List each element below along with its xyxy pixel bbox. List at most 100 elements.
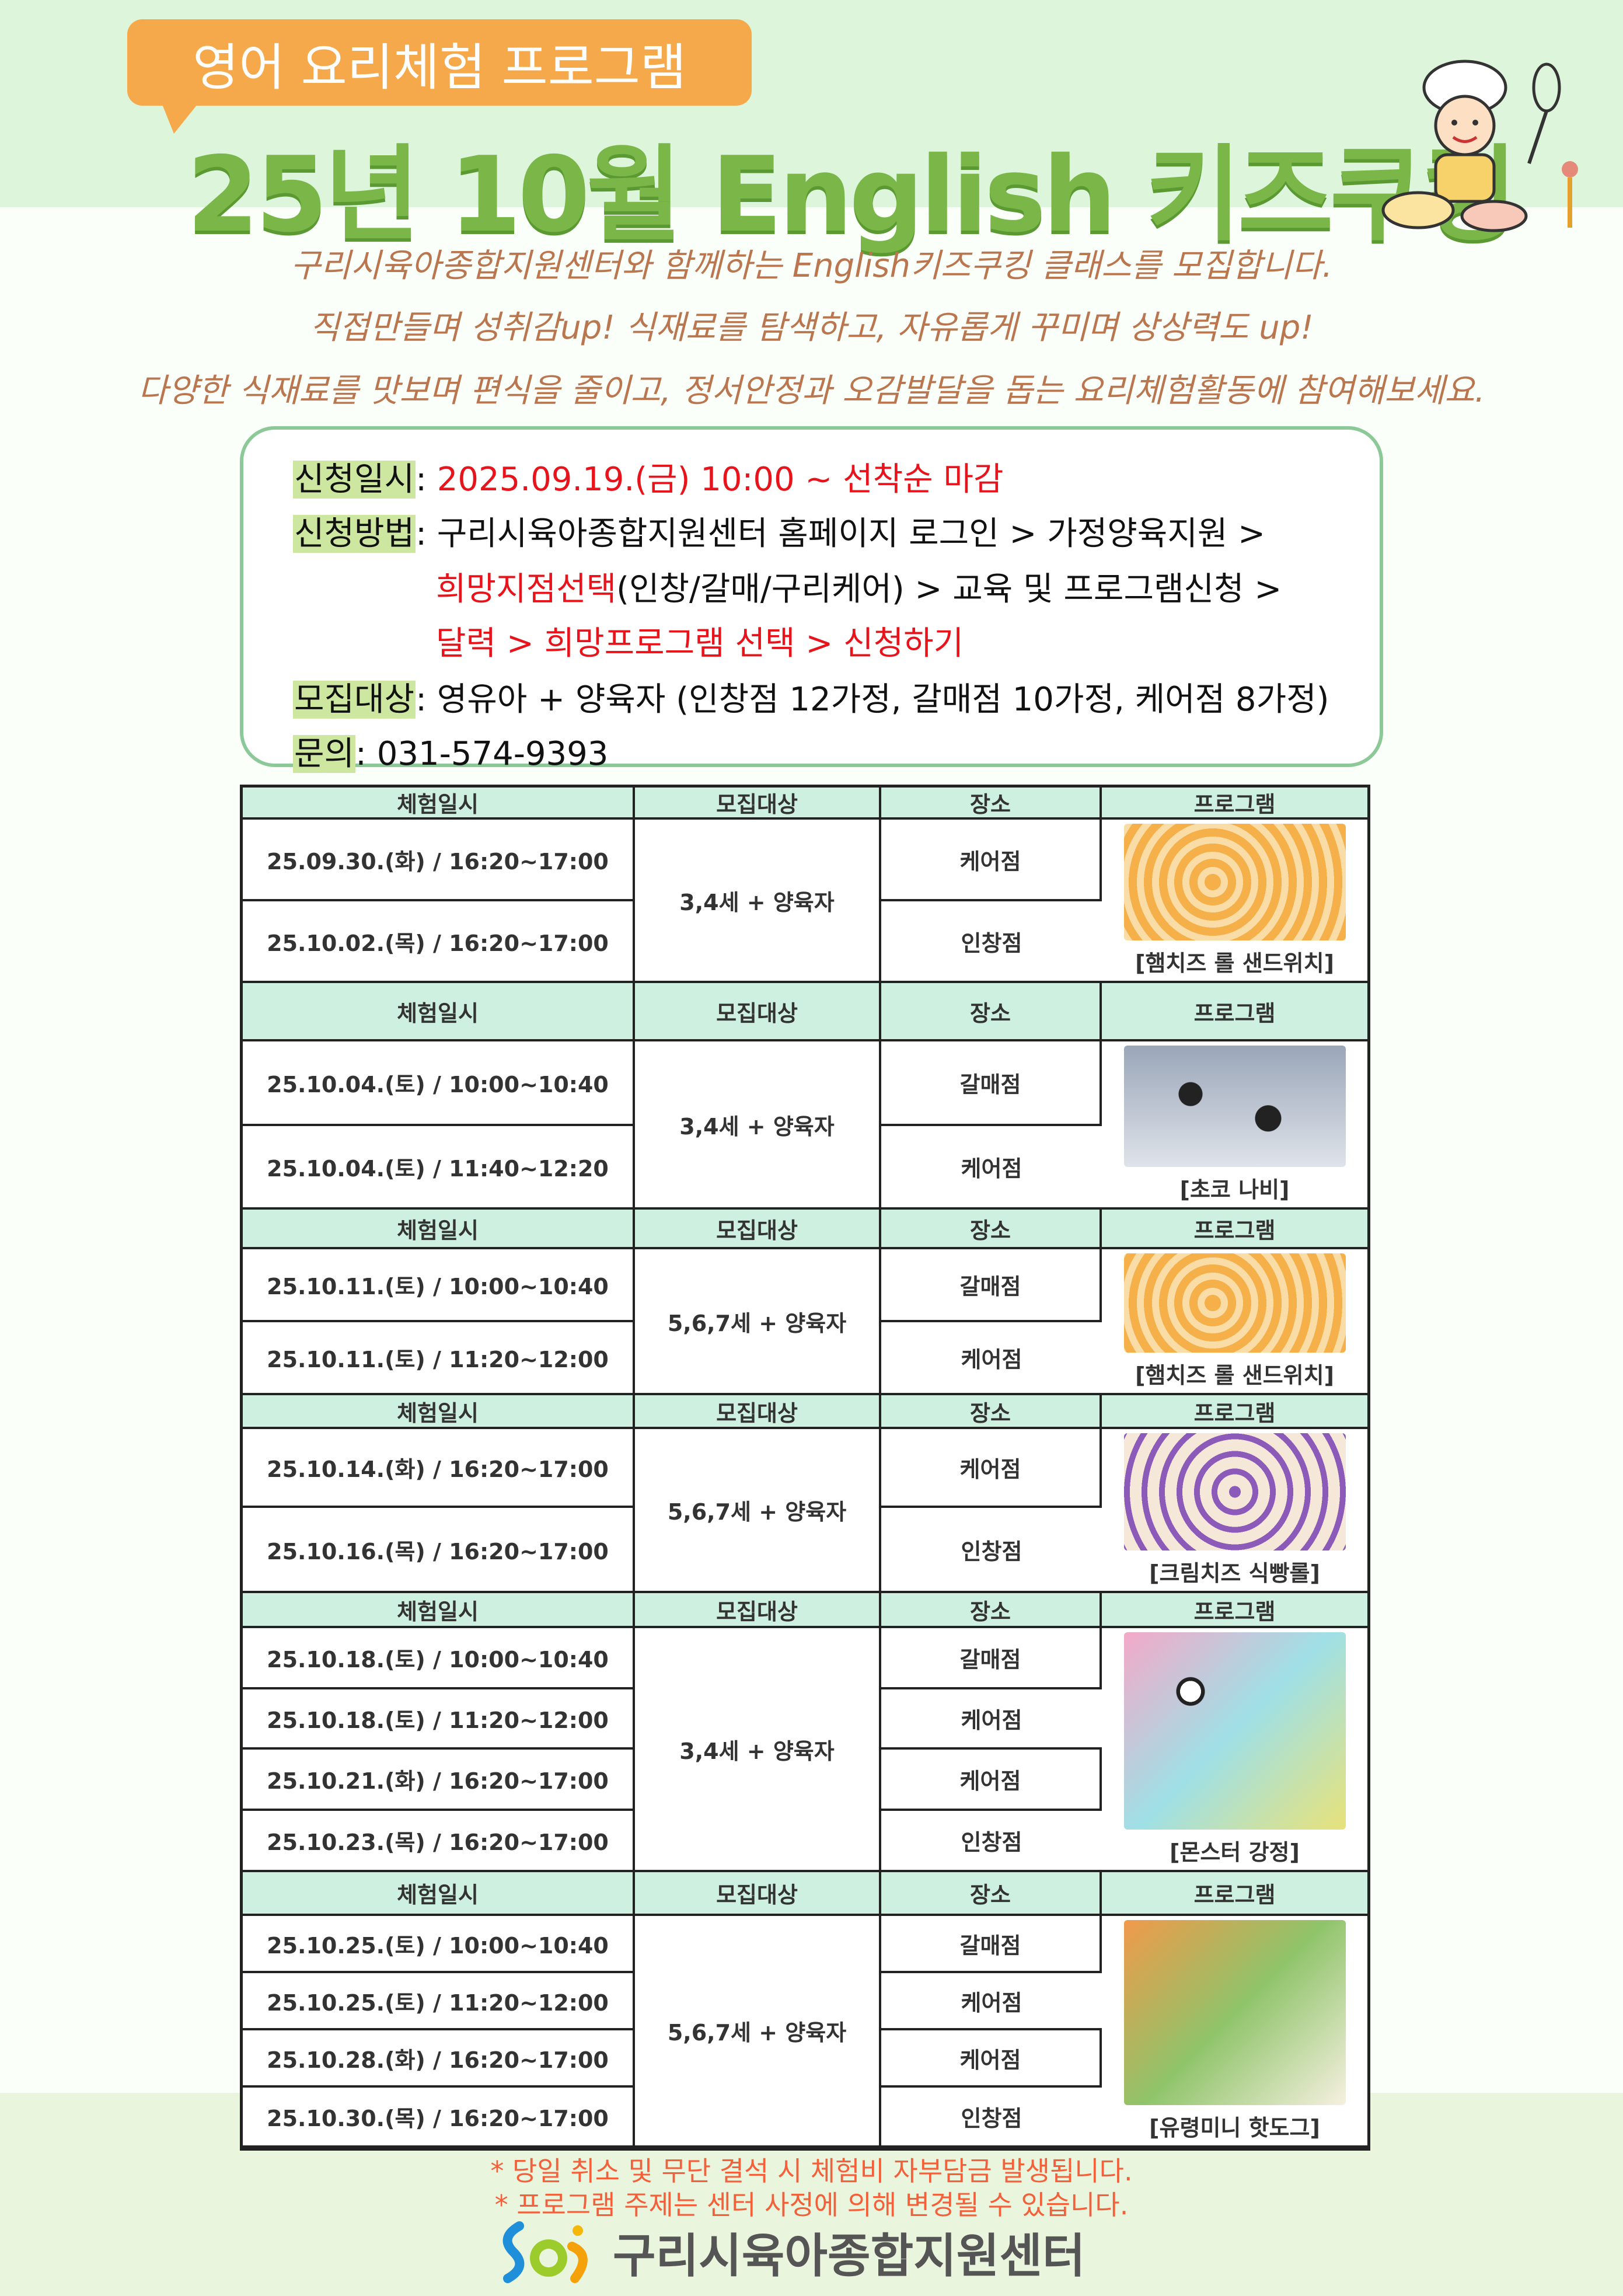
org-name: 구리시육아종합지원센터	[613, 2229, 1086, 2283]
column-header: 체험일시	[243, 1593, 635, 1628]
program-photo	[1123, 1253, 1346, 1353]
info-line: 신청일시: 2025.09.19.(금) 10:00 ~ 선착순 마감	[293, 453, 1004, 500]
session-datetime: 25.10.02.(목) / 16:20~17:00	[243, 901, 635, 983]
org-logo-icon	[502, 2221, 588, 2283]
page-title: 25년 10월 English 키즈쿠킹	[187, 134, 1517, 255]
chef-illustration	[1381, 60, 1578, 232]
session-datetime: 25.10.30.(목) / 16:20~17:00	[243, 2088, 635, 2148]
column-header: 모집대상	[635, 1395, 881, 1429]
program-name: [초코 나비]	[1179, 1176, 1290, 1203]
column-header: 모집대상	[635, 983, 881, 1041]
column-header: 장소	[881, 788, 1102, 820]
program-cell: [유령미니 핫도그]	[1102, 1916, 1367, 2148]
intro-line: 직접만들며 성취감up! 식재료를 탐색하고, 자유롭게 꾸미며 상상력도 up…	[309, 309, 1314, 347]
table-section: 체험일시 모집대상 장소 프로그램 25.10.14.(화) / 16:20~17:00…	[243, 1395, 1367, 1593]
info-text: 2025.09.19.(금) 10:00 ~ 선착순 마감	[437, 461, 1004, 499]
table-section: 체험일시 모집대상 장소 프로그램 25.10.11.(토) / 10:00~10:40…	[243, 1210, 1367, 1395]
column-header: 체험일시	[243, 983, 635, 1041]
footer-note: * 당일 취소 및 무단 결석 시 체험비 자부담금 발생됩니다.	[490, 2155, 1133, 2187]
session-location: 갈매점	[881, 1249, 1102, 1322]
column-header: 프로그램	[1102, 788, 1367, 820]
column-header: 모집대상	[635, 1593, 881, 1628]
session-location: 갈매점	[881, 1916, 1102, 1973]
column-header: 체험일시	[243, 788, 635, 820]
session-datetime: 25.10.04.(토) / 11:40~12:20	[243, 1126, 635, 1210]
program-name: [햄치즈 롤 샌드위치]	[1135, 1362, 1334, 1388]
program-photo	[1123, 1045, 1346, 1167]
session-target: 5,6,7세 + 양육자	[635, 1249, 881, 1395]
column-header: 프로그램	[1102, 1593, 1367, 1628]
info-text: 달력 > 희망프로그램 선택 > 신청하기	[436, 625, 964, 663]
column-header: 모집대상	[635, 788, 881, 820]
info-line: 달력 > 희망프로그램 선택 > 신청하기	[436, 617, 964, 664]
footer-note: * 프로그램 주제는 센터 사정에 의해 변경될 수 있습니다.	[494, 2189, 1129, 2221]
program-cell: [크림치즈 식빵롤]	[1102, 1429, 1367, 1593]
session-location: 인창점	[881, 901, 1102, 983]
session-datetime: 25.10.25.(토) / 10:00~10:40	[243, 1916, 635, 1973]
column-header: 장소	[881, 1210, 1102, 1249]
program-cell: [햄치즈 롤 샌드위치]	[1102, 820, 1367, 983]
session-datetime: 25.10.11.(토) / 10:00~10:40	[243, 1249, 635, 1322]
session-datetime: 25.10.18.(토) / 10:00~10:40	[243, 1628, 635, 1689]
program-name: [크림치즈 식빵롤]	[1149, 1560, 1320, 1586]
column-header: 프로그램	[1102, 1395, 1367, 1429]
info-label: 신청일시	[293, 461, 416, 499]
table-section: 체험일시 모집대상 장소 프로그램 25.10.25.(토) / 10:00~10:40…	[243, 1872, 1367, 2148]
org-logo: 구리시육아종합지원센터	[496, 2218, 1086, 2286]
column-header: 모집대상	[635, 1210, 881, 1249]
session-datetime: 25.09.30.(화) / 16:20~17:00	[243, 820, 635, 901]
info-text: 희망지점선택	[436, 570, 617, 608]
info-label: 문의	[293, 735, 356, 773]
program-cell: [햄치즈 롤 샌드위치]	[1102, 1249, 1367, 1395]
table-section: 체험일시 모집대상 장소 프로그램 25.10.04.(토) / 10:00~10:40…	[243, 983, 1367, 1210]
program-cell: [초코 나비]	[1102, 1041, 1367, 1210]
session-datetime: 25.10.23.(목) / 16:20~17:00	[243, 1811, 635, 1872]
info-line: 모집대상: 영유아 + 양육자 (인창점 12가정, 갈매점 10가정, 케어점…	[293, 673, 1329, 720]
session-target: 5,6,7세 + 양육자	[635, 1916, 881, 2148]
session-location: 인창점	[881, 1811, 1102, 1872]
info-label: 모집대상	[293, 681, 416, 719]
program-badge: 영어 요리체험 프로그램	[127, 19, 752, 134]
table-section: 체험일시 모집대상 장소 프로그램 25.09.30.(화) / 16:20~17:00…	[243, 788, 1367, 983]
info-label: 신청방법	[293, 515, 416, 553]
session-location: 케어점	[881, 1973, 1102, 2030]
program-name: [유령미니 핫도그]	[1149, 2114, 1320, 2141]
session-datetime: 25.10.25.(토) / 11:20~12:00	[243, 1973, 635, 2030]
session-target: 5,6,7세 + 양육자	[635, 1429, 881, 1593]
session-datetime: 25.10.28.(화) / 16:20~17:00	[243, 2030, 635, 2088]
session-location: 케어점	[881, 1429, 1102, 1508]
intro-line: 다양한 식재료를 맛보며 편식을 줄이고, 정서안정과 오감발달을 돕는 요리체…	[138, 372, 1485, 410]
column-header: 프로그램	[1102, 1872, 1367, 1916]
info-line: 신청방법: 구리시육아종합지원센터 홈페이지 로그인 > 가정양육지원 >	[293, 507, 1265, 555]
column-header: 모집대상	[635, 1872, 881, 1916]
session-location: 갈매점	[881, 1628, 1102, 1689]
session-target: 3,4세 + 양육자	[635, 1628, 881, 1872]
info-text: : 영유아 + 양육자 (인창점 12가정, 갈매점 10가정, 케어점 8가정…	[416, 681, 1329, 719]
info-line: 문의: 031-574-9393	[293, 727, 608, 775]
session-location: 케어점	[881, 1689, 1102, 1750]
program-cell: [몬스터 강정]	[1102, 1628, 1367, 1872]
session-datetime: 25.10.14.(화) / 16:20~17:00	[243, 1429, 635, 1508]
program-photo	[1123, 1433, 1346, 1551]
session-datetime: 25.10.18.(토) / 11:20~12:00	[243, 1689, 635, 1750]
program-photo	[1123, 1919, 1346, 2105]
session-location: 케어점	[881, 820, 1102, 901]
column-header: 체험일시	[243, 1395, 635, 1429]
session-location: 갈매점	[881, 1041, 1102, 1126]
session-location: 케어점	[881, 1126, 1102, 1210]
table-section: 체험일시 모집대상 장소 프로그램 25.10.18.(토) / 10:00~10:40…	[243, 1593, 1367, 1872]
column-header: 장소	[881, 1395, 1102, 1429]
column-header: 체험일시	[243, 1210, 635, 1249]
session-datetime: 25.10.16.(목) / 16:20~17:00	[243, 1508, 635, 1593]
program-name: [몬스터 강정]	[1170, 1839, 1300, 1865]
info-text: : 031-574-9393	[355, 735, 609, 773]
session-location: 케어점	[881, 2030, 1102, 2088]
session-target: 3,4세 + 양육자	[635, 820, 881, 983]
session-target: 3,4세 + 양육자	[635, 1041, 881, 1210]
session-datetime: 25.10.11.(토) / 11:20~12:00	[243, 1322, 635, 1395]
schedule-table: 체험일시 모집대상 장소 프로그램 25.09.30.(화) / 16:20~17:00…	[240, 785, 1370, 2151]
session-location: 케어점	[881, 1750, 1102, 1811]
info-line: 희망지점선택(인창/갈매/구리케어) > 교육 및 프로그램신청 >	[436, 563, 1282, 610]
info-text: : 구리시육아종합지원센터 홈페이지 로그인 > 가정양육지원 >	[416, 515, 1266, 553]
